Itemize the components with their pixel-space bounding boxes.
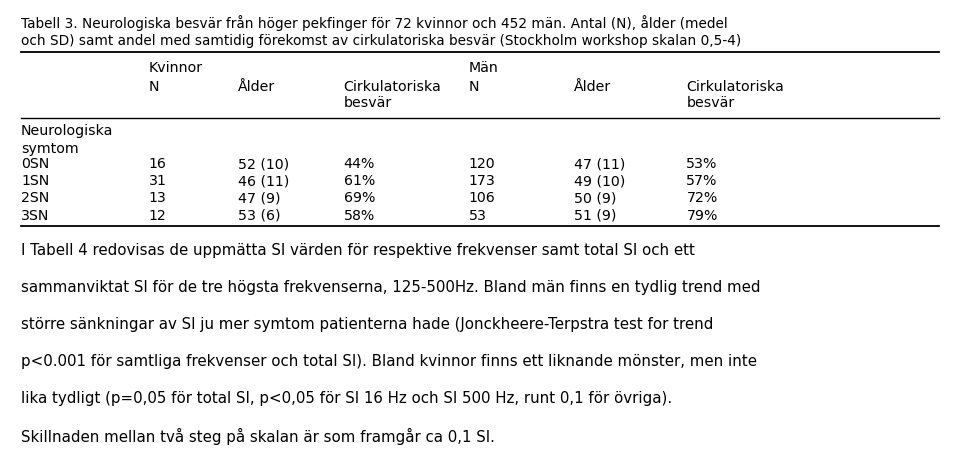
Text: 120: 120 [468,157,495,172]
Text: 173: 173 [468,174,495,189]
Text: N: N [468,80,479,94]
Text: 52 (10): 52 (10) [238,157,289,172]
Text: 12: 12 [149,209,166,223]
Text: p<0.001 för samtliga frekvenser och total SI). Bland kvinnor finns ett liknande : p<0.001 för samtliga frekvenser och tota… [21,354,757,369]
Text: 2SN: 2SN [21,191,49,206]
Text: Cirkulatoriska
besvär: Cirkulatoriska besvär [344,80,442,110]
Text: Cirkulatoriska
besvär: Cirkulatoriska besvär [686,80,784,110]
Text: 53: 53 [468,209,487,223]
Text: 47 (11): 47 (11) [574,157,625,172]
Text: 49 (10): 49 (10) [574,174,625,189]
Text: 57%: 57% [686,174,718,189]
Text: 44%: 44% [344,157,375,172]
Text: 0SN: 0SN [21,157,49,172]
Text: 16: 16 [149,157,167,172]
Text: 3SN: 3SN [21,209,50,223]
Text: sammanviktat SI för de tre högsta frekvenserna, 125-500Hz. Bland män finns en ty: sammanviktat SI för de tre högsta frekve… [21,280,760,295]
Text: 106: 106 [468,191,495,206]
Text: 50 (9): 50 (9) [574,191,616,206]
Text: 46 (11): 46 (11) [238,174,289,189]
Text: 13: 13 [149,191,167,206]
Text: 51 (9): 51 (9) [574,209,616,223]
Text: Ålder: Ålder [238,80,276,94]
Text: 53 (6): 53 (6) [238,209,280,223]
Text: 61%: 61% [344,174,375,189]
Text: Kvinnor: Kvinnor [149,61,203,75]
Text: Ålder: Ålder [574,80,612,94]
Text: Neurologiska: Neurologiska [21,124,113,138]
Text: Skillnaden mellan två steg på skalan är som framgår ca 0,1 SI.: Skillnaden mellan två steg på skalan är … [21,428,495,445]
Text: 69%: 69% [344,191,375,206]
Text: I Tabell 4 redovisas de uppmätta SI värden för respektive frekvenser samt total : I Tabell 4 redovisas de uppmätta SI värd… [21,243,695,258]
Text: Tabell 3. Neurologiska besvär från höger pekfinger för 72 kvinnor och 452 män. A: Tabell 3. Neurologiska besvär från höger… [21,15,728,31]
Text: 72%: 72% [686,191,718,206]
Text: och SD) samt andel med samtidig förekomst av cirkulatoriska besvär (Stockholm wo: och SD) samt andel med samtidig förekoms… [21,34,741,48]
Text: N: N [149,80,159,94]
Text: Män: Män [468,61,498,75]
Text: 1SN: 1SN [21,174,49,189]
Text: 53%: 53% [686,157,718,172]
Text: 47 (9): 47 (9) [238,191,280,206]
Text: 31: 31 [149,174,167,189]
Text: lika tydligt (p=0,05 för total SI, p<0,05 för SI 16 Hz och SI 500 Hz, runt 0,1 f: lika tydligt (p=0,05 för total SI, p<0,0… [21,391,672,406]
Text: större sänkningar av SI ju mer symtom patienterna hade (Jonckheere-Terpstra test: större sänkningar av SI ju mer symtom pa… [21,317,713,332]
Text: 79%: 79% [686,209,718,223]
Text: 58%: 58% [344,209,375,223]
Text: symtom: symtom [21,142,79,156]
